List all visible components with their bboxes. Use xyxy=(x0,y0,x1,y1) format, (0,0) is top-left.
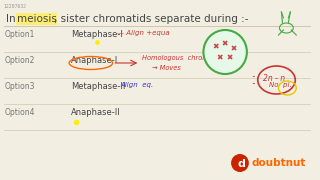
Text: Anaphase-I: Anaphase-I xyxy=(71,56,118,65)
Text: Align  eq.: Align eq. xyxy=(120,82,154,88)
Text: Metaphase-II: Metaphase-II xyxy=(71,82,125,91)
Text: meiosis: meiosis xyxy=(17,14,57,24)
Text: In: In xyxy=(6,14,19,24)
Text: No  pl.: No pl. xyxy=(268,82,291,88)
Text: Option3: Option3 xyxy=(5,82,36,91)
Text: 2n - n: 2n - n xyxy=(263,74,285,83)
Text: d: d xyxy=(237,159,245,169)
Text: Homologous  chromosome: Homologous chromosome xyxy=(142,55,231,61)
Text: Anaphase-II: Anaphase-II xyxy=(71,108,121,117)
Text: — Align +equa: — Align +equa xyxy=(116,30,169,36)
Text: → Moves: → Moves xyxy=(152,65,181,71)
Text: Metaphase-I: Metaphase-I xyxy=(71,30,123,39)
Circle shape xyxy=(204,30,247,74)
Text: Option4: Option4 xyxy=(5,108,36,117)
Text: 12207632: 12207632 xyxy=(3,4,26,9)
Text: , sister chromatids separate during :-: , sister chromatids separate during :- xyxy=(54,14,249,24)
Text: Option1: Option1 xyxy=(5,30,35,39)
Text: doubtnut: doubtnut xyxy=(252,158,306,168)
Circle shape xyxy=(231,154,249,172)
Text: Option2: Option2 xyxy=(5,56,35,65)
